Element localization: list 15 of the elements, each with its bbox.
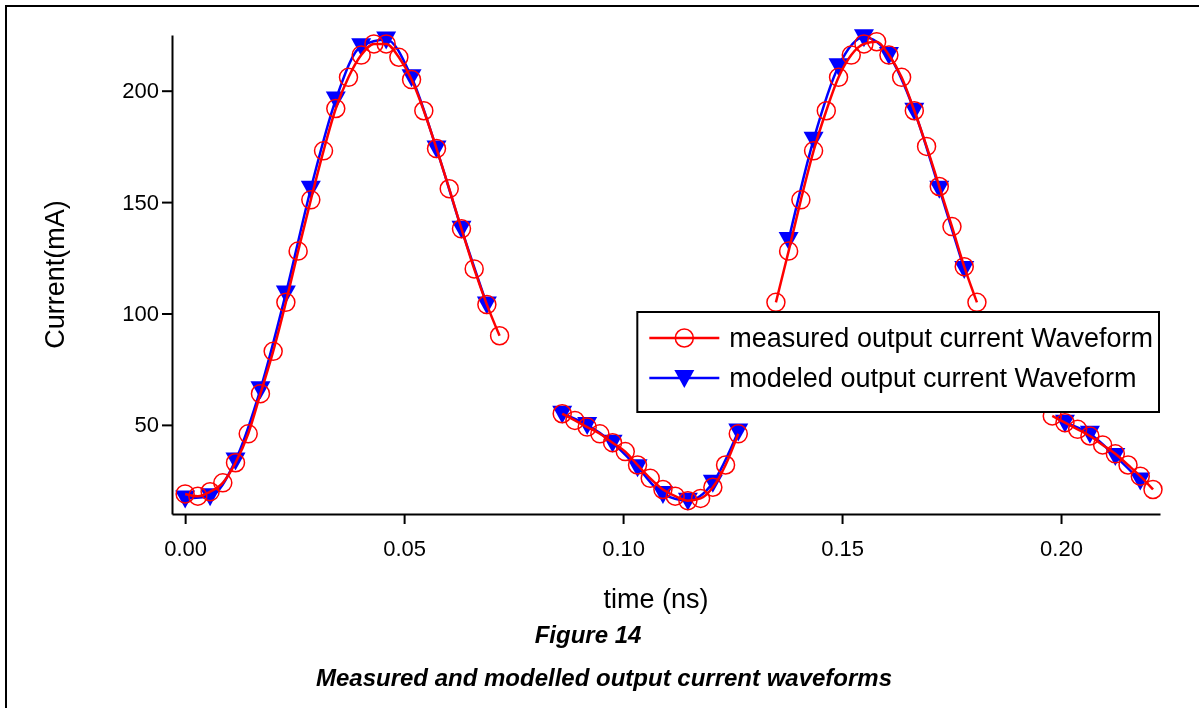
x-tick-label: 0.15 xyxy=(821,535,864,561)
x-tick-label: 0.10 xyxy=(602,535,645,561)
legend-label: measured output current Waveform xyxy=(729,323,1153,353)
x-tick-label: 0.05 xyxy=(383,535,427,561)
y-tick-label: 100 xyxy=(122,301,159,327)
y-tick-label: 200 xyxy=(122,78,159,104)
text: Figure 14 xyxy=(534,621,642,648)
y-tick-label: 150 xyxy=(122,189,159,215)
text: Measured and modelled output current waveforms xyxy=(315,664,893,691)
x-axis-title: time (ns) xyxy=(603,584,709,614)
x-tick-label: 0.00 xyxy=(164,535,208,561)
legend-label: modeled output current Waveform xyxy=(729,363,1137,393)
x-tick-label: 0.20 xyxy=(1040,535,1083,561)
y-axis-title: Current(mA) xyxy=(40,200,70,349)
y-tick-label: 50 xyxy=(134,412,159,438)
